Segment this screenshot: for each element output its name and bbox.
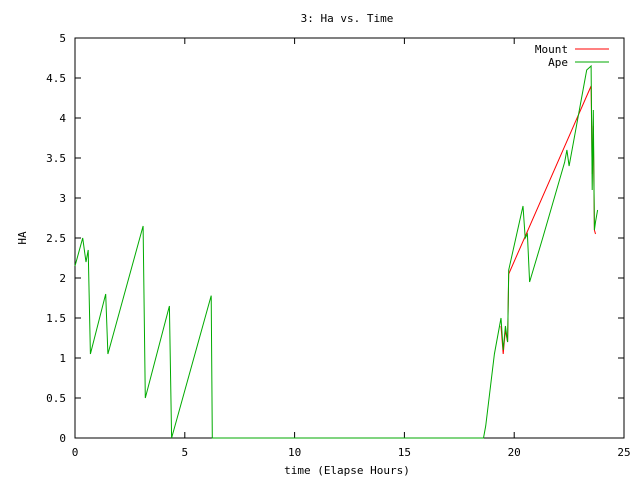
y-tick-label: 3 — [59, 192, 66, 205]
y-tick-label: 1.5 — [46, 312, 66, 325]
x-tick-label: 5 — [181, 446, 188, 459]
x-axis: 0 5 10 15 20 25 — [72, 38, 631, 459]
x-tick-label: 0 — [72, 446, 79, 459]
legend-label-mount: Mount — [535, 43, 568, 56]
x-tick-label: 20 — [508, 446, 521, 459]
y-tick-label: 4 — [59, 112, 66, 125]
x-tick-label: 25 — [617, 446, 630, 459]
y-axis: 0 0.5 1 1.5 2 2.5 3 3.5 4 4.5 5 — [46, 32, 624, 445]
series-line-ape — [74, 64, 599, 439]
x-tick-label: 15 — [398, 446, 411, 459]
legend-label-ape: Ape — [548, 56, 568, 69]
y-tick-label: 3.5 — [46, 152, 66, 165]
y-tick-label: 2.5 — [46, 232, 66, 245]
x-axis-label: time (Elapse Hours) — [284, 464, 410, 477]
x-tick-label: 10 — [288, 446, 301, 459]
y-tick-label: 1 — [59, 352, 66, 365]
y-tick-label: 2 — [59, 272, 66, 285]
series-layer — [74, 64, 599, 439]
chart-title: 3: Ha vs. Time — [301, 12, 394, 25]
y-tick-label: 0 — [59, 432, 66, 445]
y-axis-label: HA — [16, 231, 29, 245]
y-tick-label: 5 — [59, 32, 66, 45]
y-tick-label: 0.5 — [46, 392, 66, 405]
y-tick-label: 4.5 — [46, 72, 66, 85]
